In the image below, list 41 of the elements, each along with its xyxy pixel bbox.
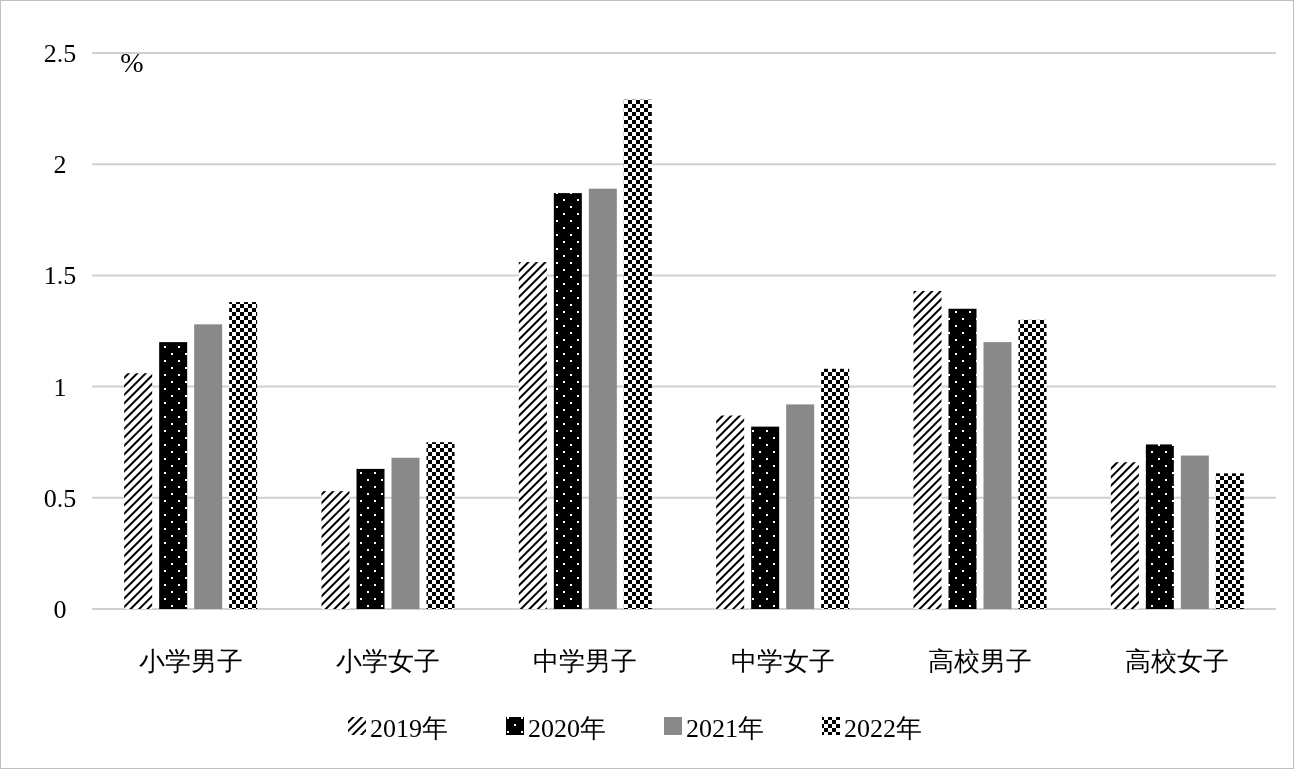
bar: [553, 193, 582, 609]
legend-label: 2022年: [844, 714, 922, 743]
bar: [983, 342, 1012, 609]
bar: [751, 426, 780, 609]
bar: [321, 491, 350, 609]
y-tick-label: 0: [53, 595, 67, 624]
bar: [1018, 319, 1047, 609]
bar: [786, 404, 815, 609]
bar: [159, 342, 188, 609]
bar: [913, 290, 942, 609]
y-axis-title: %: [120, 47, 144, 78]
y-tick-label: 2: [53, 150, 67, 180]
y-tick-label: 2.5: [43, 39, 77, 68]
bar: [426, 442, 455, 609]
y-tick-label: 1.5: [43, 261, 77, 291]
bar: [1145, 444, 1174, 609]
bar: [194, 324, 223, 609]
bar: [623, 99, 652, 609]
bar: [716, 415, 745, 609]
legend-label: 2020年: [528, 714, 606, 743]
bar: [1215, 473, 1244, 609]
x-tick-label: 高校女子: [1125, 647, 1230, 676]
x-tick-label: 小学男子: [138, 647, 243, 676]
bar: [229, 302, 258, 609]
legend-label: 2019年: [370, 714, 448, 743]
legend-label: 2021年: [686, 714, 764, 743]
bar: [391, 457, 420, 609]
x-tick-label: 小学女子: [336, 647, 440, 676]
y-tick-label: 0.5: [43, 483, 77, 513]
bar: [356, 468, 385, 609]
bar: [1180, 455, 1209, 609]
y-tick-label: 1: [53, 372, 67, 402]
bar: [948, 308, 977, 609]
bar: [1110, 462, 1139, 609]
bar: [588, 188, 617, 609]
x-tick-label: 高校男子: [928, 647, 1032, 676]
x-tick-label: 中学男子: [533, 647, 638, 676]
bar: [518, 262, 547, 609]
bar: [821, 368, 850, 609]
bar: [124, 373, 153, 609]
x-tick-label: 中学女子: [730, 647, 835, 676]
